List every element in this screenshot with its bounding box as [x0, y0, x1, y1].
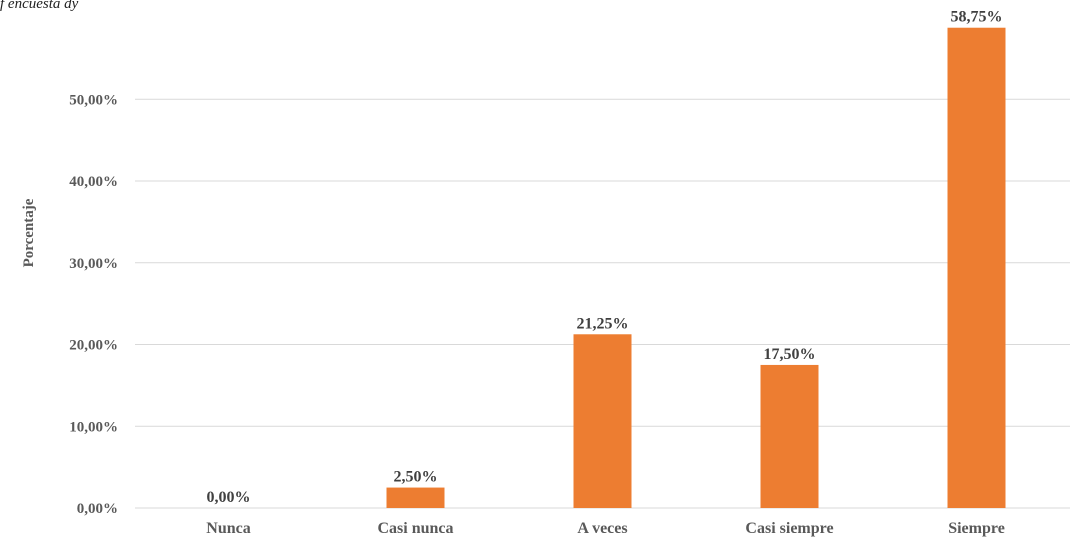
data-label: 17,50%: [764, 346, 816, 363]
data-label: 0,00%: [207, 489, 251, 506]
x-tick-label: Casi siempre: [745, 520, 833, 537]
data-label: 2,50%: [394, 469, 438, 486]
figure-caption-fragment: f encuesta dy: [0, 0, 79, 12]
x-tick-label: A veces: [577, 520, 627, 537]
data-label: 21,25%: [577, 315, 629, 332]
bar-siempre: [947, 27, 1006, 508]
data-label: 58,75%: [951, 9, 1003, 26]
x-axis-ticks: Nunca Casi nunca A veces Casi siempre Siempr…: [206, 520, 1005, 537]
bar-a-veces: [573, 334, 632, 508]
data-labels: 0,00% 2,50% 21,25% 17,50% 58,75%: [207, 9, 1003, 506]
y-tick-label: 40,00%: [69, 174, 118, 190]
y-axis-ticks: 0,00% 10,00% 20,00% 30,00% 40,00% 50,00%: [69, 92, 118, 517]
bar-casi-siempre: [760, 364, 819, 508]
bar-casi-nunca: [386, 487, 445, 508]
y-tick-label: 50,00%: [69, 92, 118, 108]
bars: [386, 27, 1006, 508]
y-tick-label: 30,00%: [69, 256, 118, 272]
y-axis-label: Porcentaje: [21, 198, 37, 267]
x-tick-label: Nunca: [206, 520, 250, 537]
y-tick-label: 10,00%: [69, 419, 118, 435]
y-tick-label: 20,00%: [69, 338, 118, 354]
y-tick-label: 0,00%: [77, 501, 118, 517]
x-tick-label: Casi nunca: [377, 520, 453, 537]
x-tick-label: Siempre: [948, 520, 1005, 537]
